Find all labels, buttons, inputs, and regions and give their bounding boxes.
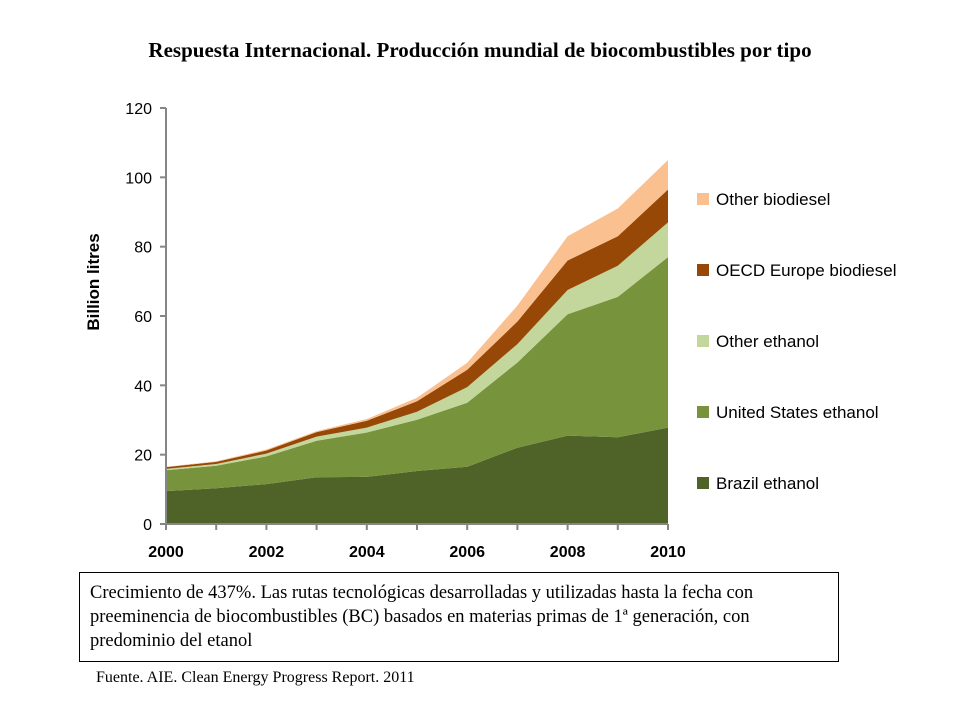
legend-swatch	[697, 406, 709, 418]
legend-label: OECD Europe biodiesel	[716, 261, 896, 280]
legend-label: United States ethanol	[716, 403, 879, 422]
y-tick-label: 0	[143, 517, 152, 534]
area-brazil-ethanol	[166, 427, 668, 524]
y-tick-label: 60	[134, 309, 152, 326]
chart-areas	[166, 160, 668, 524]
legend-swatch	[697, 335, 709, 347]
x-ticks: 2000 2002 2004 2006 2008 2010	[148, 524, 686, 561]
legend-label: Brazil ethanol	[716, 474, 819, 493]
area-united-states-ethanol	[166, 257, 668, 492]
legend-swatch	[697, 477, 709, 489]
y-tick-label: 40	[134, 378, 152, 395]
x-tick-label: 2010	[650, 544, 686, 561]
y-tick-label: 100	[125, 170, 152, 187]
y-tick-label: 20	[134, 448, 152, 465]
y-tick-label: 80	[134, 240, 152, 257]
legend-label: Other ethanol	[716, 332, 819, 351]
page-title: Respuesta Internacional. Producción mund…	[148, 38, 812, 62]
y-ticks: 0 20 40 60 80 100 120	[125, 101, 166, 534]
legend-swatch	[697, 193, 709, 205]
y-axis-label: Billion litres	[84, 233, 103, 330]
x-tick-label: 2000	[148, 544, 184, 561]
x-tick-label: 2006	[449, 544, 485, 561]
growth-note: Crecimiento de 437%. Las rutas tecnológi…	[79, 572, 839, 662]
x-tick-label: 2004	[349, 544, 385, 561]
x-tick-label: 2002	[249, 544, 285, 561]
source-citation: Fuente. AIE. Clean Energy Progress Repor…	[96, 669, 415, 686]
x-tick-label: 2008	[550, 544, 586, 561]
chart-legend: Other biodiesel OECD Europe biodiesel Othe…	[697, 190, 896, 493]
legend-swatch	[697, 264, 709, 276]
y-tick-label: 120	[125, 101, 152, 118]
legend-label: Other biodiesel	[716, 190, 830, 209]
